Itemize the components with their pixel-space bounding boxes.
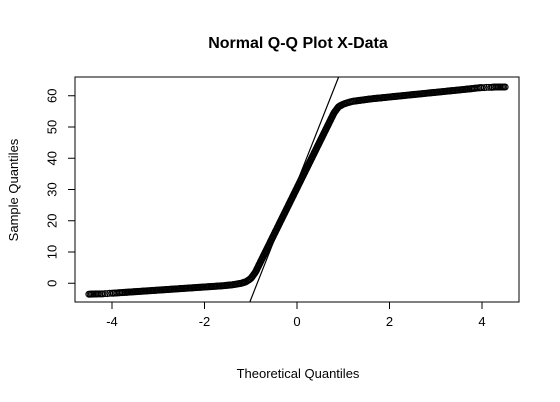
data-point: [430, 88, 438, 96]
data-point: [181, 284, 189, 292]
y-tick-label: 0: [44, 280, 59, 287]
data-point: [125, 288, 133, 296]
data-point: [134, 287, 142, 296]
x-axis: -4 -2 0 2 4: [106, 302, 486, 329]
data-point: [199, 283, 207, 291]
data-point: [458, 86, 466, 94]
data-point: [366, 95, 374, 103]
y-tick-label: 10: [44, 245, 59, 259]
data-point: [449, 87, 457, 95]
data-point: [218, 282, 226, 290]
y-tick-label: 60: [44, 89, 59, 103]
x-tick-label: 2: [386, 314, 393, 329]
x-tick-label: 0: [293, 314, 300, 329]
data-point: [500, 83, 508, 91]
data-point: [476, 84, 485, 92]
chart-title: Normal Q-Q Plot X-Data: [208, 35, 388, 52]
data-point: [162, 286, 170, 294]
data-point: [101, 290, 109, 298]
data-point: [144, 287, 152, 295]
y-axis-label: Sample Quantiles: [6, 138, 21, 241]
y-tick-label: 30: [44, 182, 59, 196]
x-tick-label: 4: [478, 314, 485, 329]
data-points: [85, 83, 509, 298]
data-point: [171, 285, 179, 293]
data-point: [111, 289, 119, 297]
data-point: [403, 91, 411, 99]
reference-line: [249, 76, 340, 303]
data-point: [208, 282, 216, 291]
x-tick-label: -4: [106, 314, 118, 329]
data-point: [97, 290, 105, 298]
data-point: [384, 93, 392, 101]
y-tick-label: 50: [44, 120, 59, 134]
data-point: [93, 290, 101, 298]
data-point: [375, 94, 383, 102]
y-axis: 0 10 20 30 40 50 60: [44, 89, 75, 287]
y-tick-label: 20: [44, 214, 59, 228]
data-point: [393, 92, 401, 100]
data-point: [190, 284, 198, 292]
data-point: [472, 84, 480, 92]
data-point: [467, 85, 475, 93]
data-point: [480, 84, 488, 92]
x-axis-label: Theoretical Quantiles: [237, 366, 360, 381]
data-point: [440, 87, 448, 96]
x-tick-label: -2: [199, 314, 211, 329]
data-point: [227, 281, 235, 289]
data-point: [412, 90, 420, 98]
y-tick-label: 40: [44, 151, 59, 165]
data-point: [485, 83, 493, 91]
data-point: [421, 89, 429, 97]
data-point: [153, 286, 161, 294]
data-point: [106, 289, 114, 297]
data-point: [356, 96, 364, 104]
